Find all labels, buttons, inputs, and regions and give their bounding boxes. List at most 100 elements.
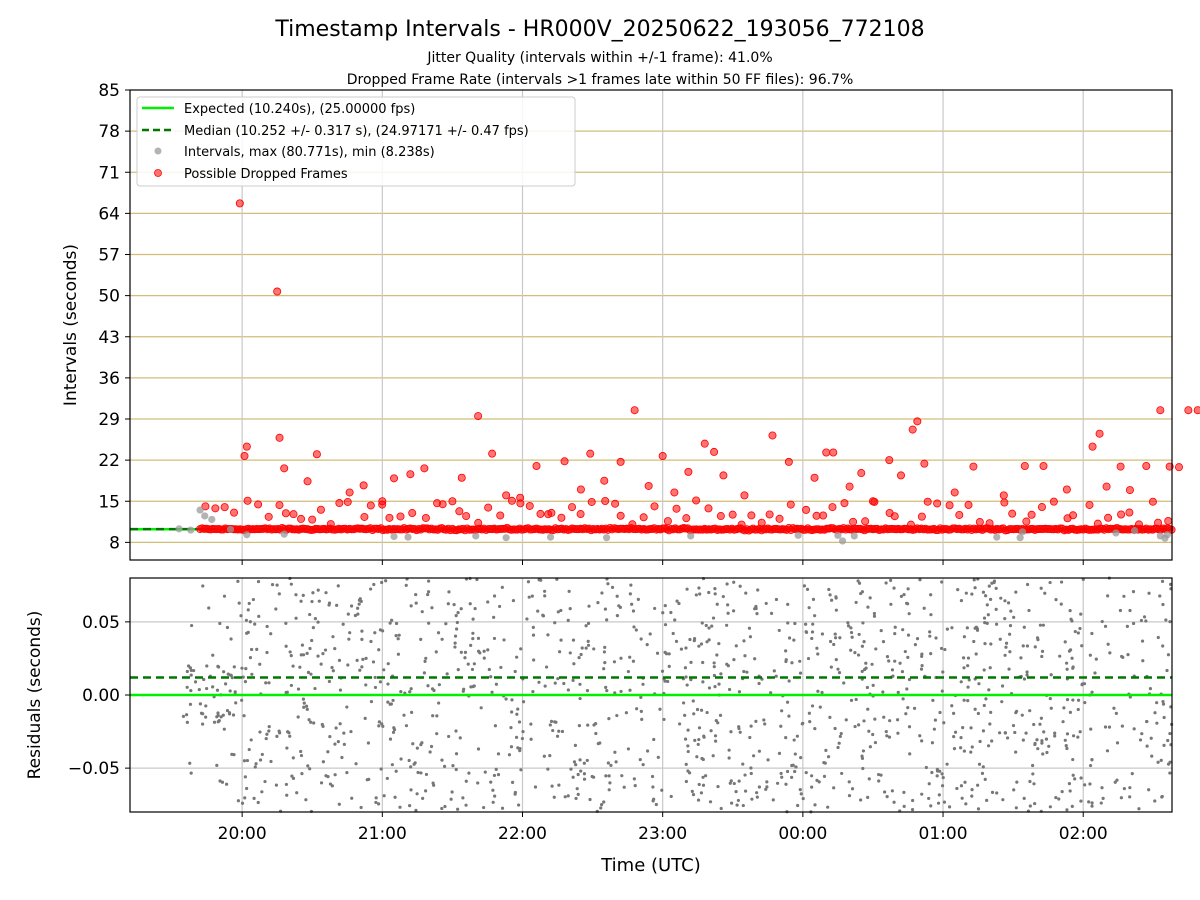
residual-point [274,783,279,787]
residual-point [777,751,782,755]
dropped-frame-point [975,518,984,527]
residual-point [713,592,717,596]
residual-point [543,589,547,593]
residual-point [608,781,612,785]
residual-point [493,724,498,728]
residual-point [748,735,752,740]
residual-point [603,645,607,649]
residual-point [242,714,246,718]
residual-point [999,596,1003,600]
residual-point [1115,778,1119,782]
residual-point [902,790,906,794]
residual-point [820,632,825,636]
interval-point [201,512,209,520]
residual-point [299,749,303,754]
residual-point [1168,731,1172,736]
residual-point [1059,602,1063,606]
dropped-frame-point [600,476,609,485]
residual-point [792,638,796,642]
residual-point [1038,722,1042,726]
dropped-frame-point [1088,442,1097,451]
residual-point [1119,796,1123,800]
residual-point [962,698,966,702]
residual-point [440,806,444,811]
residual-point [743,773,747,777]
residual-point [521,730,525,734]
residual-point [516,803,521,807]
residuals-y-ticks: −0.05 0.00 0.05 [68,613,130,779]
residual-point [201,722,205,726]
residual-point [586,723,590,727]
residual-point [455,620,459,625]
residual-point [860,644,864,648]
residual-point [1090,801,1094,805]
residual-point [572,760,577,764]
residual-point [628,688,632,692]
residual-point [342,731,346,735]
residual-point [961,726,965,730]
residual-point [907,677,912,682]
residual-point [1015,780,1019,784]
residual-point [357,602,361,606]
residual-point [966,699,970,703]
residual-point [1083,783,1087,787]
residual-point [833,636,838,640]
residual-point [689,660,693,664]
residual-point [686,769,690,773]
residual-point [964,591,968,595]
residual-point [513,792,517,796]
residual-point [628,592,632,596]
intervals-y-tick-label: 29 [98,410,120,430]
residual-point [887,659,891,663]
residual-point [697,782,701,787]
residual-point [994,586,998,590]
residual-point [683,713,687,717]
residual-point [652,737,656,742]
residual-point [218,779,222,783]
residual-point [713,587,717,591]
residual-point [577,723,581,728]
residual-point [685,683,689,687]
residual-point [319,662,323,666]
residual-point [453,645,457,649]
dropped-frame-point [650,502,659,511]
residual-point [393,795,397,799]
residual-point [331,635,335,639]
residual-point [885,795,889,799]
residual-point [889,602,893,606]
dropped-frame-point [359,481,368,490]
dropped-frame-point [812,511,821,520]
residual-point [579,652,583,657]
residual-point [810,785,814,789]
residual-point [871,732,875,737]
residual-point [801,796,805,801]
residual-point [730,801,734,805]
residual-point [563,795,567,799]
residual-point [432,688,436,693]
residual-point [1070,619,1074,623]
residual-point [1003,617,1007,621]
residual-point [602,667,606,671]
residual-point [828,639,833,644]
residual-point [231,713,236,717]
residual-point [476,649,481,653]
residual-point [459,607,463,611]
residual-point [189,689,193,693]
residual-point [796,803,800,808]
residual-point [792,738,796,742]
residual-point [1065,746,1069,751]
residual-point [309,720,313,724]
residual-point [258,730,262,734]
residual-point [544,665,549,669]
residual-point [994,622,999,626]
residual-point [648,632,652,636]
dropped-frame-point [639,513,648,522]
residual-point [324,591,328,595]
residual-point [998,731,1002,735]
residual-point [1112,706,1116,710]
residual-point [531,625,535,629]
residual-point [1048,805,1052,809]
dropped-frame-point [784,457,793,466]
residual-point [356,612,360,616]
residual-point [915,637,920,641]
